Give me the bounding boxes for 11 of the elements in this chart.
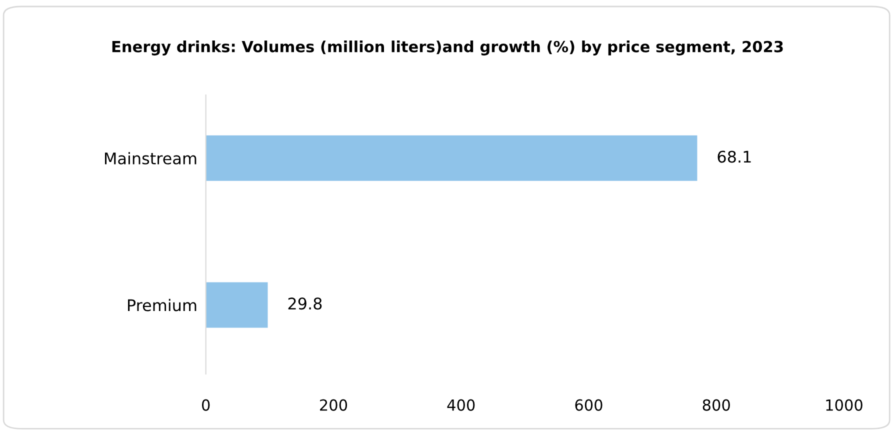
y-tick-label: Premium [128,298,196,312]
x-tick-label: 200 [320,399,348,411]
x-tick-label: 800 [702,399,730,411]
x-tick-label: 400 [447,399,475,411]
y-tick-label: Mainstream [104,152,196,164]
annotation: 29.8 [288,298,322,310]
annotation: 68.1 [718,150,751,163]
x-tick-label: 1000 [826,399,862,411]
x-tick-label: 600 [575,399,602,411]
chart-title: Energy drinks: Volumes (million liters)and growth (%) by price segment, 2023 [112,40,783,56]
x-tick-label: 0 [202,399,210,411]
